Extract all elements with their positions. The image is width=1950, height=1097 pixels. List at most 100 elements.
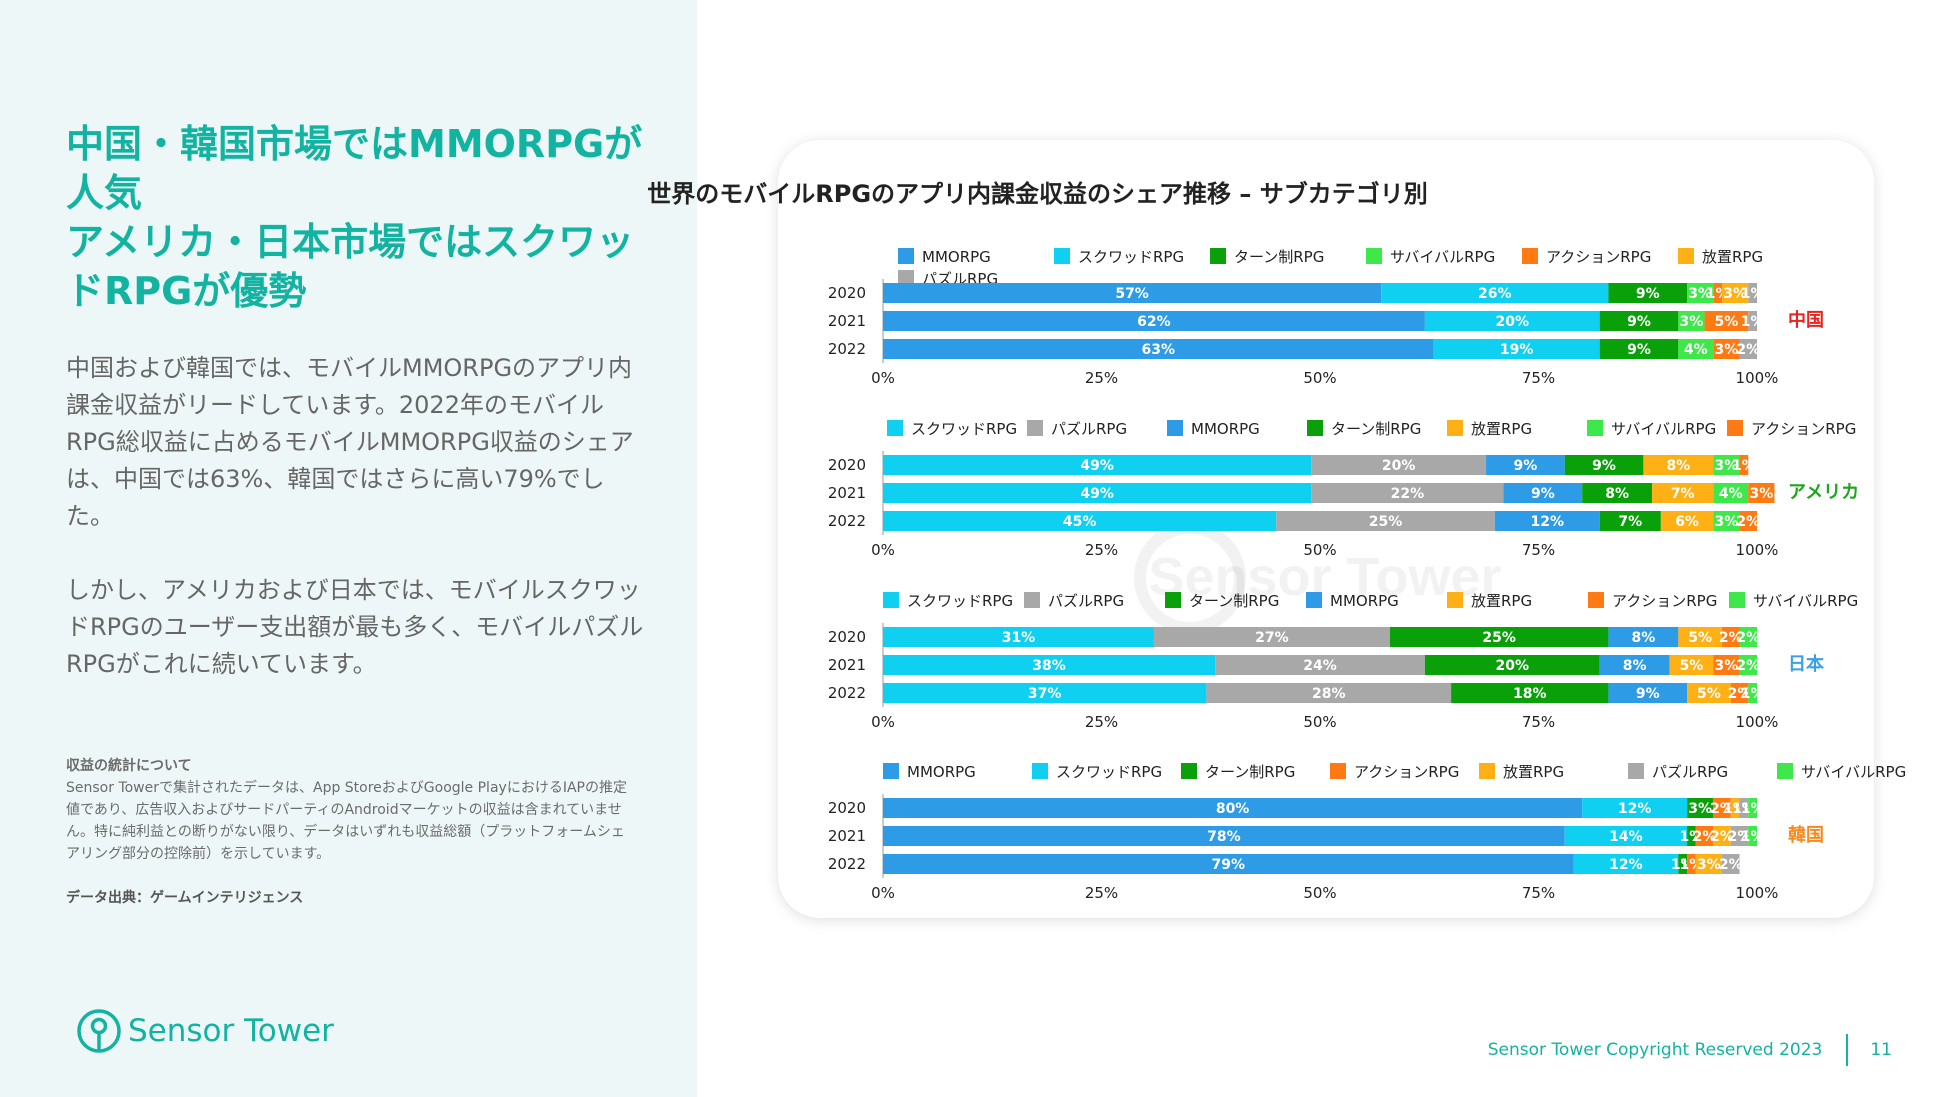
bar-segment-2-2-1 — [1206, 683, 1452, 703]
legend-label-2-5: アクションRPG — [1612, 592, 1717, 610]
bar-segment-3-1-2 — [1687, 826, 1696, 846]
legend-label-3-2: ターン制RPG — [1205, 763, 1295, 781]
bar-segment-3-2-0 — [883, 854, 1574, 874]
data-label-2-0-0: 31% — [1002, 630, 1036, 646]
data-label-3-0-3: 2% — [1710, 801, 1734, 817]
x-tick-3-2: 50% — [1303, 884, 1336, 902]
legend-label-3-4: 放置RPG — [1503, 763, 1564, 781]
data-label-0-1-1: 20% — [1496, 314, 1530, 330]
region-label-2: 日本 — [1788, 653, 1824, 675]
x-tick-1-1: 25% — [1085, 541, 1118, 559]
bar-segment-0-1-0 — [883, 311, 1425, 331]
bar-segment-3-2-4 — [1695, 854, 1723, 874]
data-label-1-0-4: 8% — [1666, 458, 1690, 474]
bar-segment-0-0-4 — [1713, 283, 1723, 303]
legend-label-3-3: アクションRPG — [1354, 763, 1459, 781]
data-label-1-2-4: 6% — [1675, 514, 1699, 530]
data-label-1-0-1: 20% — [1382, 458, 1416, 474]
bar-segment-2-0-5 — [1722, 627, 1740, 647]
data-label-2-2-6: 1% — [1741, 686, 1765, 702]
bar-segment-2-2-4 — [1687, 683, 1731, 703]
region-label-1: アメリカ — [1788, 482, 1859, 503]
body-paragraph-2: しかし、アメリカおよび日本では、モバイルスクワッドRPGのユーザー支出額が最も多… — [66, 576, 644, 678]
bar-segment-1-2-0 — [883, 511, 1277, 531]
data-label-3-0-1: 12% — [1618, 801, 1652, 817]
year-label-0-0: 2020 — [828, 284, 866, 302]
legend-label-1-6: アクションRPG — [1751, 420, 1856, 438]
year-label-3-0: 2020 — [828, 799, 866, 817]
data-label-3-2-4: 3% — [1697, 857, 1721, 873]
note-title: 収益の統計について — [66, 758, 192, 774]
legend-label-1-1: パズルRPG — [1051, 420, 1127, 438]
legend-label-0-2: ターン制RPG — [1234, 248, 1324, 266]
bar-segment-1-1-2 — [1503, 483, 1583, 503]
legend-swatch-3-1 — [1032, 763, 1048, 779]
legend-swatch-0-0 — [898, 248, 914, 264]
data-source: データ出典：ゲームインテリジェンス — [66, 890, 304, 906]
bar-segment-2-1-1 — [1215, 655, 1425, 675]
data-label-3-1-6: 1% — [1741, 829, 1765, 845]
bar-segment-1-0-3 — [1564, 455, 1644, 475]
data-label-2-0-6: 2% — [1736, 630, 1760, 646]
data-label-1-0-6: 1% — [1732, 458, 1756, 474]
bar-segment-1-2-4 — [1660, 511, 1714, 531]
x-tick-0-2: 50% — [1303, 369, 1336, 387]
bar-segment-1-0-2 — [1486, 455, 1565, 475]
bar-segment-3-1-1 — [1564, 826, 1688, 846]
bar-segment-3-0-2 — [1687, 798, 1714, 818]
data-label-1-2-6: 2% — [1736, 514, 1760, 530]
data-label-0-2-3: 4% — [1684, 342, 1708, 358]
revenue-note: 収益の統計について Sensor Towerで集計されたデータは、App Sto… — [66, 755, 636, 865]
data-label-3-1-3: 2% — [1693, 829, 1717, 845]
legend-label-2-3: MMORPG — [1330, 592, 1399, 610]
data-label-0-2-6: 2% — [1736, 342, 1760, 358]
bar-segment-1-0-1 — [1311, 455, 1487, 475]
x-tick-0-1: 25% — [1085, 369, 1118, 387]
legend-label-3-6: サバイバルRPG — [1801, 763, 1906, 781]
bar-segment-1-1-6 — [1748, 483, 1775, 503]
bar-segment-0-0-2 — [1608, 283, 1688, 303]
bar-segment-1-2-1 — [1276, 511, 1495, 531]
left-panel: 中国・韓国市場ではMMORPGが人気 アメリカ・日本市場ではスクワッドRPGが優… — [0, 0, 697, 1097]
data-label-1-1-2: 9% — [1531, 486, 1555, 502]
data-label-1-1-6: 3% — [1749, 486, 1773, 502]
data-label-0-2-2: 9% — [1627, 342, 1651, 358]
data-label-2-2-4: 5% — [1697, 686, 1721, 702]
bar-segment-0-1-6 — [1748, 311, 1757, 331]
data-label-0-2-1: 19% — [1500, 342, 1534, 358]
bar-segment-0-0-5 — [1722, 283, 1749, 303]
data-label-3-0-0: 80% — [1216, 801, 1250, 817]
legend-swatch-1-1 — [1027, 420, 1043, 436]
body-text: 中国および韓国では、モバイルMMORPGのアプリ内課金収益がリードしています。2… — [66, 350, 646, 720]
x-tick-2-3: 75% — [1522, 713, 1555, 731]
data-label-2-0-3: 8% — [1631, 630, 1655, 646]
year-label-1-0: 2020 — [828, 456, 866, 474]
bar-segment-2-2-2 — [1451, 683, 1609, 703]
legend-swatch-0-3 — [1366, 248, 1382, 264]
legend-label-2-4: 放置RPG — [1471, 592, 1532, 610]
legend-swatch-3-4 — [1479, 763, 1495, 779]
legend-swatch-0-4 — [1522, 248, 1538, 264]
year-label-1-1: 2021 — [828, 484, 866, 502]
legend-label-2-2: ターン制RPG — [1189, 592, 1279, 610]
legend-label-0-5: 放置RPG — [1702, 248, 1763, 266]
data-label-2-0-4: 5% — [1688, 630, 1712, 646]
bar-segment-2-2-6 — [1748, 683, 1757, 703]
data-label-2-0-2: 25% — [1482, 630, 1516, 646]
legend-label-1-2: MMORPG — [1191, 420, 1260, 438]
bar-segment-0-2-6 — [1739, 339, 1757, 359]
data-label-2-0-1: 27% — [1255, 630, 1289, 646]
legend-swatch-2-4 — [1447, 592, 1463, 608]
data-label-0-0-6: 1% — [1741, 286, 1765, 302]
legend-swatch-1-3 — [1307, 420, 1323, 436]
year-label-3-1: 2021 — [828, 827, 866, 845]
data-label-2-1-2: 20% — [1496, 658, 1530, 674]
data-label-3-1-4: 2% — [1710, 829, 1734, 845]
bar-segment-2-1-2 — [1424, 655, 1600, 675]
data-label-3-2-0: 79% — [1211, 857, 1245, 873]
legend-swatch-1-5 — [1587, 420, 1603, 436]
bar-segment-2-1-0 — [883, 655, 1216, 675]
legend-label-0-4: アクションRPG — [1546, 248, 1651, 266]
legend-swatch-0-5 — [1678, 248, 1694, 264]
legend-swatch-2-5 — [1588, 592, 1604, 608]
